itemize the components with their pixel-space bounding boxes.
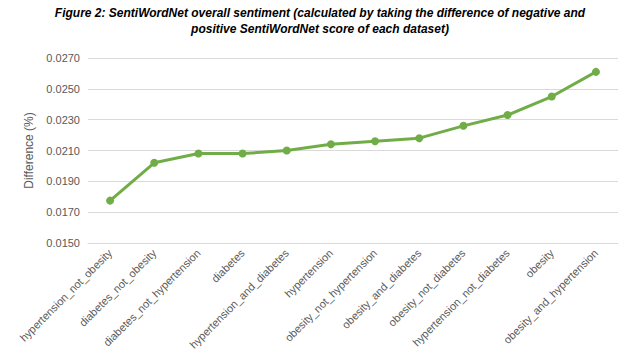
svg-text:0.0250: 0.0250 (46, 83, 80, 95)
svg-text:0.0210: 0.0210 (46, 145, 80, 157)
svg-text:obesity_not_hypertension: obesity_not_hypertension (282, 247, 379, 344)
svg-text:obesity_not_diabetes: obesity_not_diabetes (386, 246, 468, 328)
svg-text:0.0150: 0.0150 (46, 237, 80, 249)
svg-text:diabetes: diabetes (209, 246, 247, 284)
svg-text:hypertension_not_diabetes: hypertension_not_diabetes (410, 246, 512, 348)
svg-text:0.0230: 0.0230 (46, 114, 80, 126)
svg-text:hypertension_and_diabetes: hypertension_and_diabetes (187, 246, 291, 350)
svg-text:obesity_and_diabetes: obesity_and_diabetes (339, 246, 423, 330)
svg-text:obesity_and_hypertension: obesity_and_hypertension (501, 247, 600, 346)
svg-text:Figure 2: SentiWordNet overall: Figure 2: SentiWordNet overall sentiment… (55, 6, 586, 20)
svg-text:0.0270: 0.0270 (46, 52, 80, 64)
svg-text:diabetes_not_hypertension: diabetes_not_hypertension (101, 247, 203, 349)
svg-text:diabetes_not_obesity: diabetes_not_obesity (77, 246, 159, 328)
svg-text:0.0170: 0.0170 (46, 206, 80, 218)
svg-text:obesity: obesity (523, 246, 556, 279)
svg-text:hypertension_not_obesity: hypertension_not_obesity (17, 246, 114, 343)
svg-text:positive SentiWordNet score of: positive SentiWordNet score of each data… (190, 22, 449, 36)
svg-text:0.0190: 0.0190 (46, 175, 80, 187)
svg-text:Difference (%): Difference (%) (22, 112, 36, 188)
